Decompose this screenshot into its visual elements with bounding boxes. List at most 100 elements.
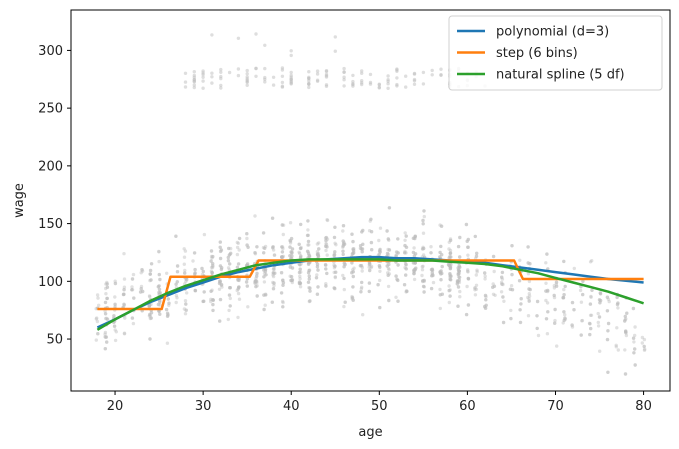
- scatter-point: [103, 347, 108, 351]
- scatter-point: [590, 259, 594, 263]
- scatter-point: [200, 272, 205, 277]
- scatter-point: [193, 289, 198, 293]
- scatter-point: [253, 279, 258, 283]
- scatter-point: [440, 271, 444, 276]
- scatter-point: [526, 245, 530, 249]
- scatter-point: [332, 266, 337, 270]
- scatter-point: [228, 304, 232, 308]
- scatter-point: [264, 293, 268, 297]
- scatter-point: [192, 251, 197, 255]
- scatter-point: [510, 288, 515, 292]
- scatter-point: [413, 236, 417, 241]
- scatter-point: [280, 223, 284, 227]
- scatter-point: [104, 316, 108, 321]
- scatter-point: [263, 246, 267, 250]
- legend-label: natural spline (5 df): [496, 68, 625, 83]
- scatter-point: [341, 229, 345, 233]
- scatter-point: [341, 252, 345, 257]
- scatter-point: [631, 306, 636, 311]
- scatter-point: [315, 292, 320, 296]
- scatter-point: [588, 332, 592, 337]
- scatter-point: [148, 312, 152, 317]
- scatter-point: [236, 241, 240, 245]
- scatter-point: [369, 240, 374, 245]
- scatter-point: [316, 253, 320, 258]
- scatter-point: [341, 252, 345, 257]
- scatter-point: [606, 321, 611, 326]
- scatter-point: [297, 242, 301, 246]
- scatter-point: [262, 268, 266, 272]
- scatter-point: [456, 272, 460, 277]
- scatter-point: [342, 66, 346, 71]
- scatter-point: [350, 252, 355, 256]
- scatter-point: [457, 269, 461, 273]
- scatter-point: [561, 321, 565, 325]
- scatter-point: [316, 254, 321, 259]
- scatter-point: [219, 70, 223, 75]
- scatter-point: [378, 265, 382, 269]
- scatter-point: [430, 267, 434, 271]
- scatter-point: [625, 311, 629, 315]
- scatter-point: [449, 255, 453, 259]
- scatter-point: [140, 269, 145, 273]
- scatter-point: [147, 314, 152, 318]
- scatter-point: [227, 253, 232, 257]
- scatter-point: [253, 281, 257, 285]
- scatter-point: [323, 236, 328, 240]
- scatter-point: [385, 229, 389, 233]
- scatter-point: [298, 251, 302, 256]
- scatter-point: [342, 84, 346, 88]
- scatter-point: [280, 223, 284, 227]
- scatter-point: [596, 320, 600, 325]
- scatter-point: [193, 267, 197, 272]
- scatter-point: [456, 244, 461, 249]
- scatter-point: [175, 280, 179, 284]
- scatter-point: [404, 234, 408, 238]
- scatter-point: [245, 68, 249, 73]
- scatter-point: [341, 242, 346, 246]
- scatter-point: [201, 299, 205, 304]
- scatter-point: [385, 251, 390, 256]
- scatter-point: [455, 279, 460, 283]
- scatter-point: [96, 332, 100, 336]
- scatter-point: [105, 285, 110, 289]
- scatter-point: [228, 286, 232, 290]
- scatter-point: [378, 305, 382, 310]
- scatter-point: [367, 265, 371, 269]
- scatter-point: [411, 250, 416, 255]
- scatter-point: [332, 252, 337, 256]
- scatter-point: [500, 282, 504, 286]
- scatter-point: [412, 268, 416, 272]
- scatter-point: [403, 249, 407, 254]
- scatter-point: [209, 265, 214, 270]
- scatter-point: [615, 295, 619, 300]
- scatter-point: [94, 317, 99, 321]
- scatter-point: [396, 251, 400, 255]
- scatter-point: [403, 231, 407, 235]
- scatter-point: [351, 73, 355, 78]
- scatter-point: [411, 261, 416, 265]
- scatter-point: [147, 304, 151, 308]
- scatter-point: [290, 266, 295, 270]
- scatter-point: [184, 302, 188, 306]
- scatter-point: [314, 276, 319, 280]
- scatter-point: [456, 268, 461, 272]
- scatter-point: [342, 70, 346, 74]
- scatter-point: [509, 308, 513, 313]
- scatter-point: [245, 232, 249, 236]
- scatter-point: [211, 298, 215, 302]
- scatter-point: [528, 287, 532, 292]
- scatter-point: [386, 273, 390, 277]
- scatter-point: [605, 337, 610, 342]
- scatter-point: [157, 272, 161, 277]
- scatter-point: [192, 80, 196, 84]
- scatter-point: [352, 251, 356, 255]
- scatter-point: [263, 269, 268, 274]
- scatter-point: [367, 289, 371, 294]
- scatter-point: [465, 239, 469, 243]
- scatter-point: [378, 250, 382, 254]
- scatter-point: [535, 314, 539, 318]
- scatter-point: [157, 259, 161, 264]
- scatter-point: [360, 230, 364, 234]
- scatter-point: [466, 237, 470, 242]
